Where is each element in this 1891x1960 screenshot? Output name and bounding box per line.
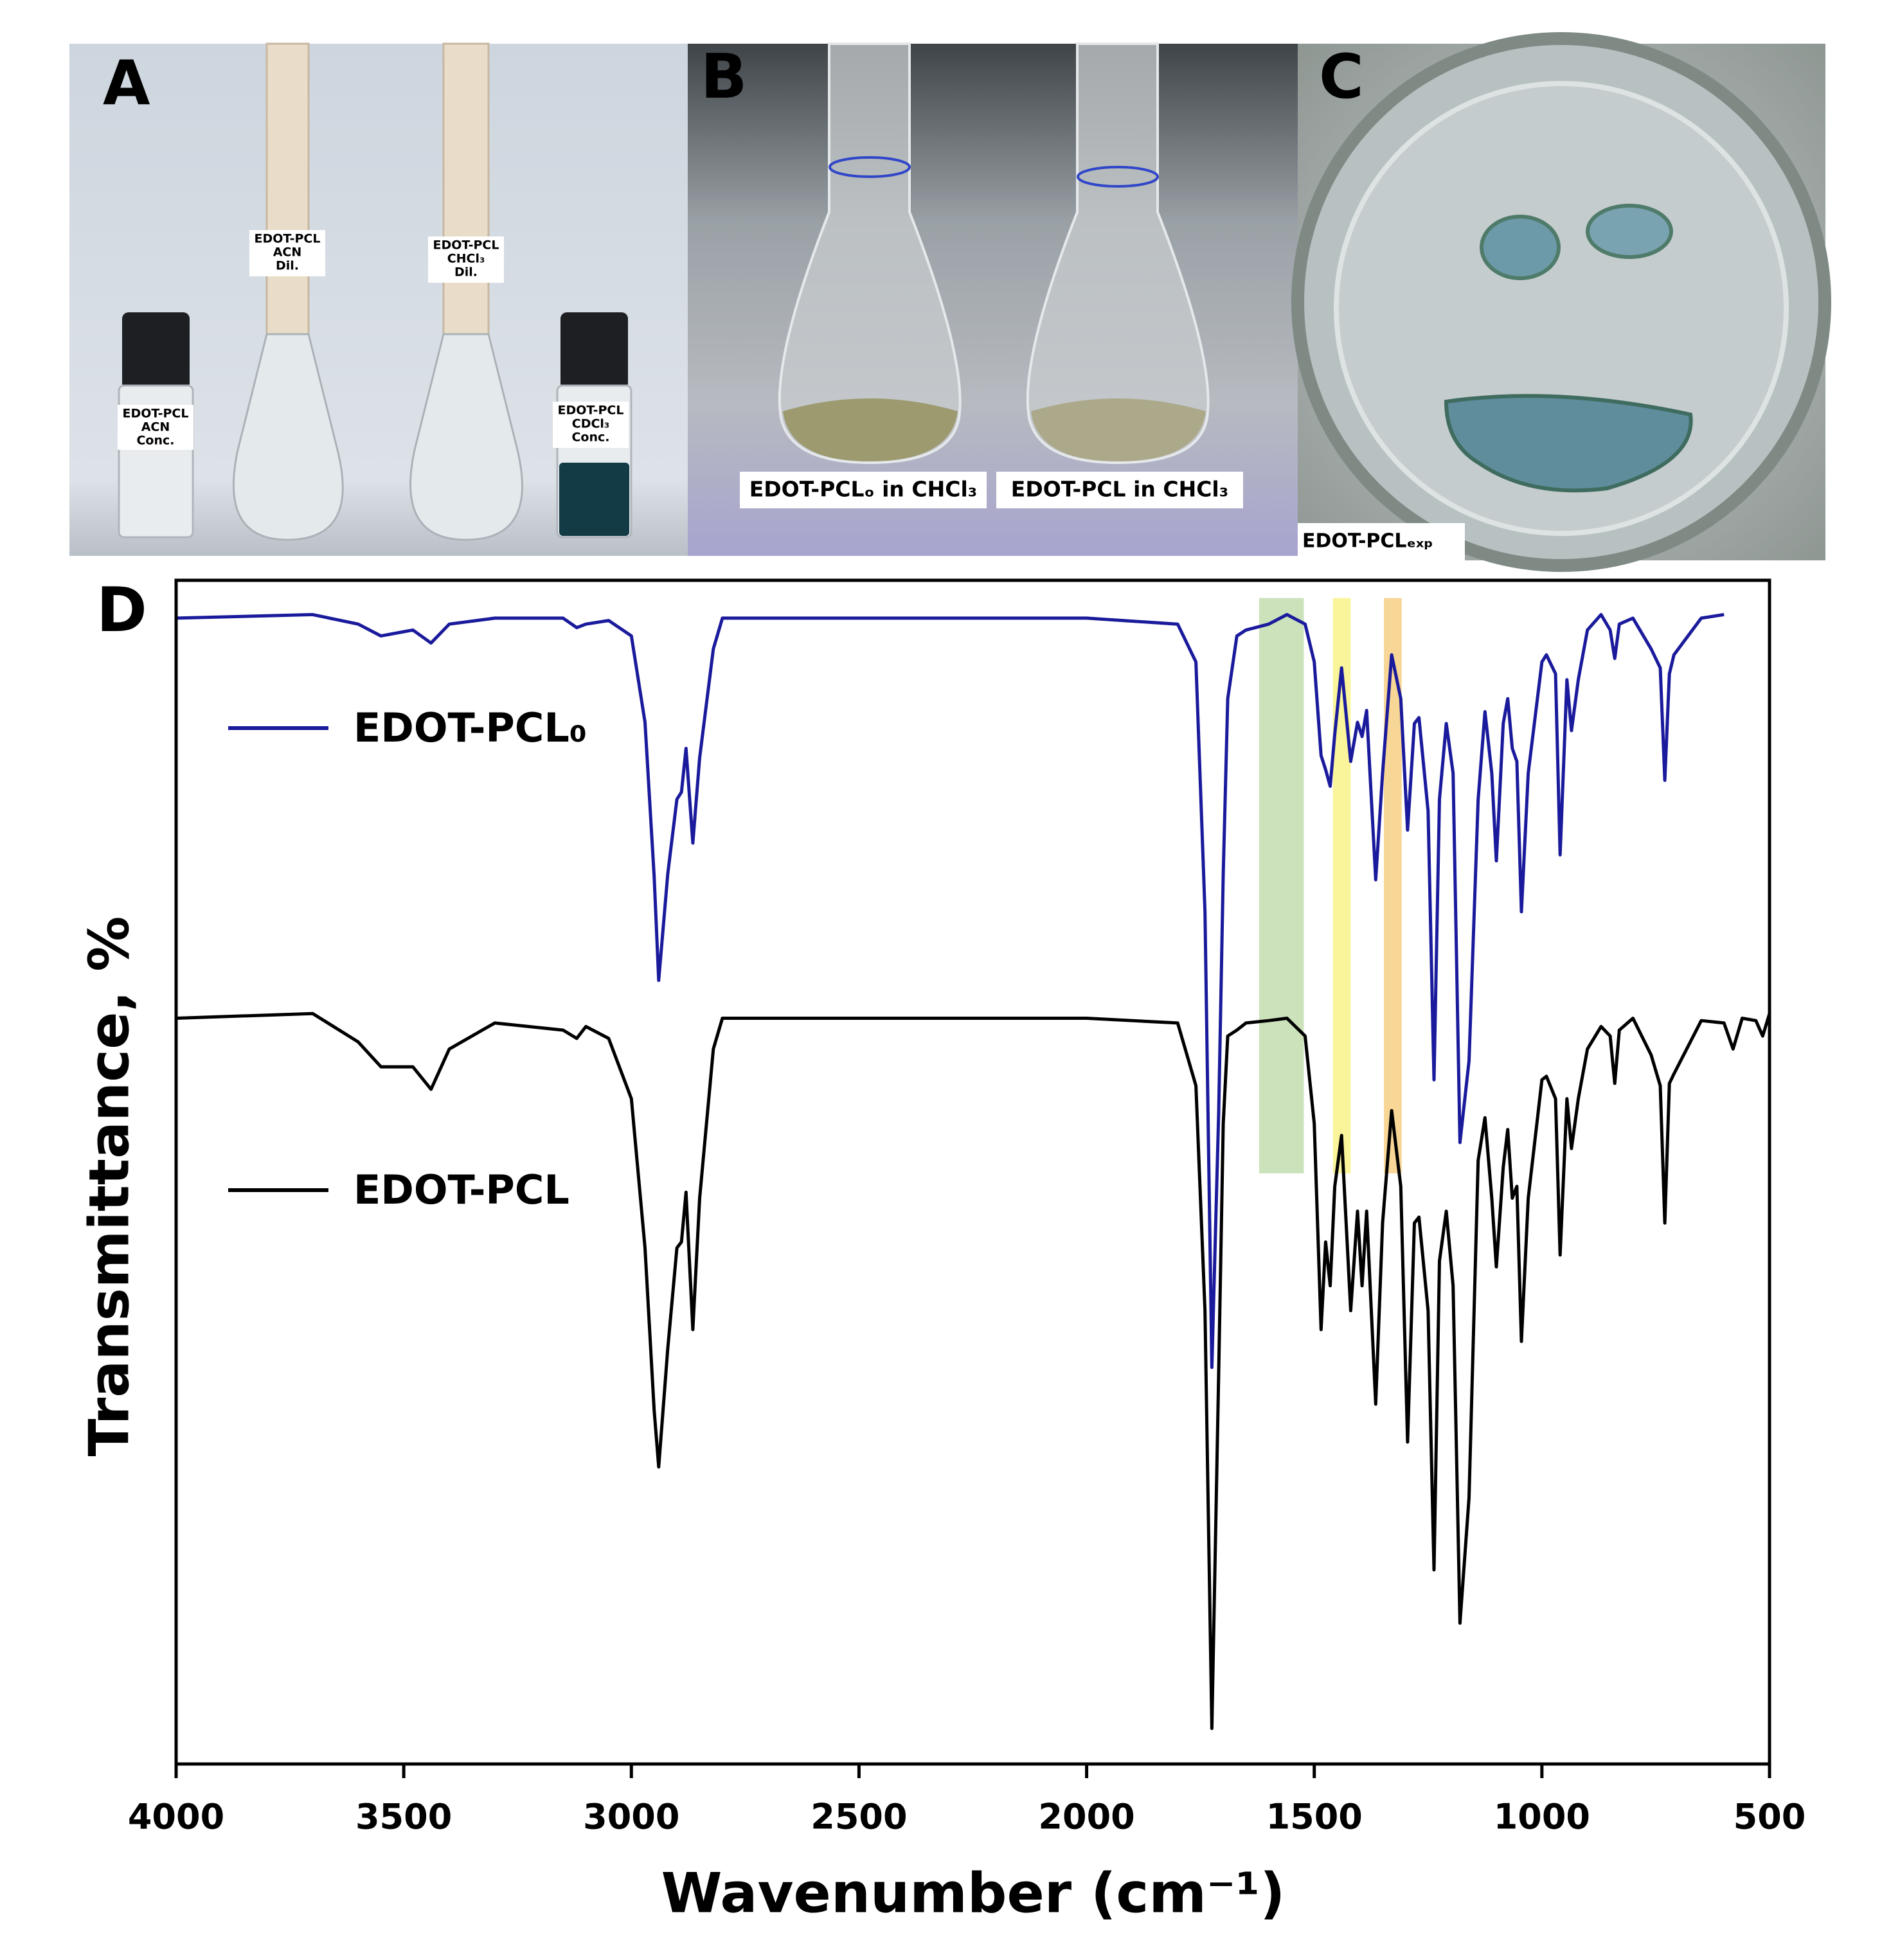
plot-frame [174, 578, 1771, 1766]
photo-label: EDOT-PCL [433, 238, 499, 253]
photo-label: EDOT-PCL in CHCl₃ [1011, 477, 1228, 502]
flask-mark [829, 156, 911, 178]
spectrum-line [175, 1011, 1771, 1731]
flask [232, 333, 344, 541]
highlight-band [1332, 598, 1351, 1173]
photo-label: EDOT-PCL [255, 232, 321, 246]
photo-label: Conc. [136, 434, 174, 448]
vial-cap [122, 312, 190, 389]
highlight-band [1259, 598, 1304, 1173]
x-tick-label: 1500 [1266, 1797, 1363, 1837]
legend-label: EDOT-PCL₀ [354, 704, 587, 751]
flask [1026, 42, 1210, 465]
vial-cap [560, 312, 628, 389]
photo-label: EDOT-PCLₑₓₚ [1302, 530, 1433, 553]
ftir-chart: D Wavenumber (cm⁻¹) Transmittance, % 400… [77, 575, 1806, 1926]
photo-a: EDOT-PCL ACN Conc. EDOT-PCL ACN Dil. EDO… [69, 42, 688, 556]
label-box [118, 405, 193, 450]
flask-mark [1077, 166, 1159, 188]
x-tick-label: 4000 [128, 1797, 224, 1837]
vial-liquid [559, 463, 629, 536]
label-box [428, 236, 504, 283]
flask [778, 42, 962, 465]
y-axis-label: Transmittance, % [77, 916, 141, 1457]
panel-letter: D [96, 575, 147, 646]
label-box [740, 472, 987, 508]
x-tick-label: 2500 [811, 1797, 907, 1837]
photo-label: CDCl₃ [572, 417, 610, 431]
photo-label: EDOT-PCLₒ in CHCl₃ [749, 477, 977, 502]
label-box [1298, 523, 1465, 560]
x-tick-label: 500 [1734, 1797, 1806, 1837]
x-tick-label: 3000 [583, 1797, 679, 1837]
spectrum-line [175, 612, 1725, 1369]
flask-liquid [783, 398, 958, 461]
photo-label: Dil. [454, 265, 478, 280]
legend-label: EDOT-PCL [354, 1166, 569, 1213]
photo-label: Dil. [276, 259, 299, 273]
photo-c: EDOT-PCLₑₓₚ C [1291, 32, 1831, 572]
label-box [249, 230, 325, 276]
panel-letter: A [103, 48, 150, 119]
photo-label: ACN [273, 245, 302, 260]
photo-background [688, 44, 1298, 556]
flask-neck [442, 42, 490, 347]
film-spot [1444, 394, 1693, 493]
photo-b: EDOT-PCLₒ in CHCl₃ EDOT-PCL in CHCl₃ B [688, 42, 1298, 556]
x-tick-label: 3500 [355, 1797, 452, 1837]
panel-letter: C [1319, 42, 1364, 112]
flask-neck [265, 42, 310, 347]
photo-label: EDOT-PCL [558, 404, 624, 418]
label-box [553, 402, 629, 448]
flask-liquid [1031, 398, 1206, 461]
flask [409, 333, 523, 541]
label-box [996, 472, 1243, 508]
x-tick-label: 2000 [1038, 1797, 1134, 1837]
film-spot [1480, 215, 1561, 280]
x-axis-label: Wavenumber (cm⁻¹) [661, 1861, 1286, 1925]
photo-label: CHCl₃ [447, 252, 485, 266]
x-tick-label: 1000 [1494, 1797, 1590, 1837]
photo-label: Conc. [571, 431, 609, 445]
film-spot [1586, 204, 1673, 259]
panel-letter: B [701, 42, 747, 112]
photo-label: ACN [141, 420, 170, 434]
photo-label: EDOT-PCL [123, 407, 189, 421]
